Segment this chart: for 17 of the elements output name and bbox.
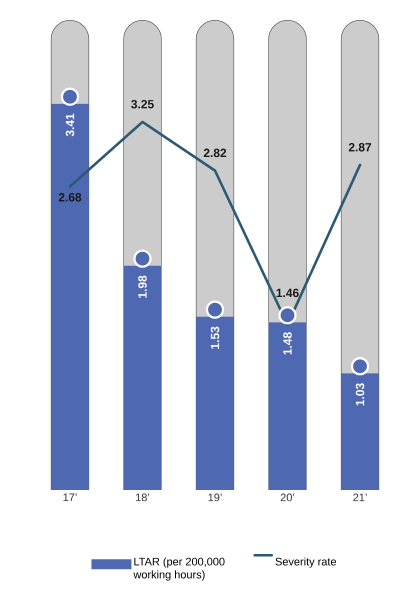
data-label: 1.48 <box>283 332 292 354</box>
legend-label: Severity rate <box>276 557 336 568</box>
data-label: 1.53 <box>210 326 220 349</box>
x-tick-label: 18’ <box>136 494 150 502</box>
data-label: 1.46 <box>276 288 299 298</box>
x-tick-label: 17’ <box>63 494 77 502</box>
legend-label: LTAR (per 200,000 working hours) <box>133 557 225 581</box>
data-label: 3.41 <box>66 114 74 136</box>
x-tick-label: 19’ <box>208 494 222 502</box>
x-tick-label: 20’ <box>280 494 294 502</box>
data-label: 3.25 <box>131 100 154 108</box>
data-label: 1.03 <box>356 383 364 406</box>
x-tick-label: 21’ <box>353 494 367 502</box>
data-label: 2.68 <box>58 193 82 202</box>
data-label: 1.98 <box>138 276 147 298</box>
data-label: 2.82 <box>204 148 226 158</box>
data-label: 2.87 <box>348 142 372 152</box>
